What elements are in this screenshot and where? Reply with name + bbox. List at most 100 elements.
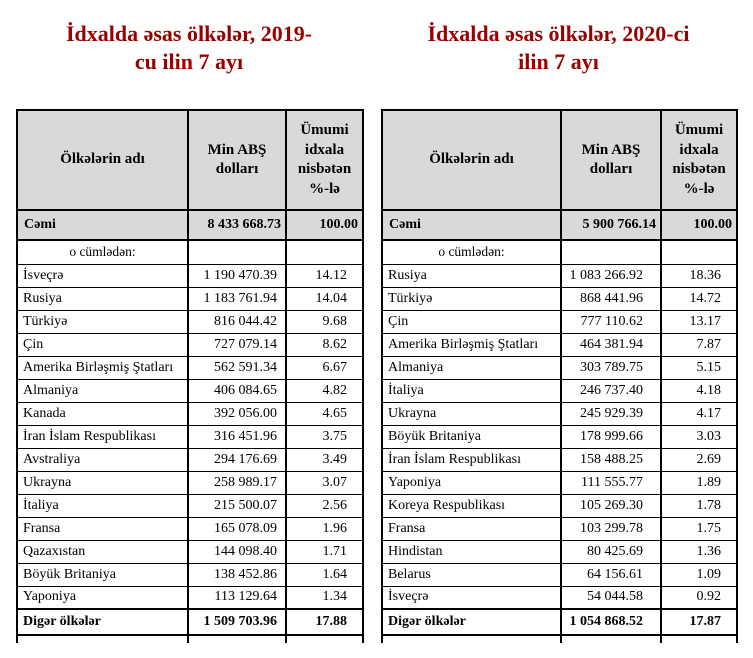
- country-value: 103 299.78: [560, 516, 662, 541]
- country-value: 54 044.58: [560, 585, 662, 610]
- country-percent: 14.12: [285, 263, 364, 288]
- country-row: Avstraliya 294 176.69 3.49: [16, 447, 364, 472]
- country-row: Ukrayna 258 989.17 3.07: [16, 470, 364, 495]
- country-name: İsveçrə: [16, 263, 189, 288]
- country-row: Almaniya 303 789.75 5.15: [381, 355, 738, 380]
- empty-cell: [560, 634, 662, 643]
- country-value: 392 056.00: [187, 401, 287, 426]
- empty-cell: [285, 239, 364, 265]
- country-name: Belarus: [381, 562, 562, 587]
- country-value: 245 929.39: [560, 401, 662, 426]
- country-percent: 14.72: [660, 286, 738, 311]
- clipped-next-row: [381, 634, 738, 643]
- title-line-2: ilin 7 ayı: [518, 48, 599, 74]
- country-percent: 0.92: [660, 585, 738, 610]
- country-row: Fransa 165 078.09 1.96: [16, 516, 364, 541]
- country-value: 464 381.94: [560, 332, 662, 357]
- country-percent: 4.82: [285, 378, 364, 403]
- subheading-row: o cümlədən:: [16, 239, 364, 265]
- country-row: Koreya Respublikası 105 269.30 1.78: [381, 493, 738, 518]
- country-percent: 6.67: [285, 355, 364, 380]
- col-header-country: Ölkələrin adı: [16, 109, 189, 211]
- imports-2019-title: İdxalda əsas ölkələr, 2019- cu ilin 7 ay…: [16, 20, 362, 75]
- country-name: Çin: [381, 309, 562, 334]
- country-value: 215 500.07: [187, 493, 287, 518]
- country-name: Almaniya: [16, 378, 189, 403]
- country-value: 258 989.17: [187, 470, 287, 495]
- country-name: Amerika Birləşmiş Ştatları: [16, 355, 189, 380]
- country-name: İtaliya: [16, 493, 189, 518]
- country-value: 294 176.69: [187, 447, 287, 472]
- country-percent: 1.36: [660, 539, 738, 564]
- country-percent: 1.96: [285, 516, 364, 541]
- empty-cell: [660, 634, 738, 643]
- country-percent: 1.89: [660, 470, 738, 495]
- imports-2020-title: İdxalda əsas ölkələr, 2020-ci ilin 7 ayı: [381, 20, 736, 75]
- other-countries-row: Digər ölkələr 1 509 703.96 17.88: [16, 608, 364, 636]
- country-value: 178 999.66: [560, 424, 662, 449]
- country-percent: 7.87: [660, 332, 738, 357]
- country-value: 406 084.65: [187, 378, 287, 403]
- country-percent: 4.65: [285, 401, 364, 426]
- country-name: Yaponiya: [381, 470, 562, 495]
- total-row: Cəmi 5 900 766.14 100.00: [381, 209, 738, 241]
- country-name: İtaliya: [381, 378, 562, 403]
- country-percent: 4.18: [660, 378, 738, 403]
- col-header-percent: Ümumi idxala nisbətən %-lə: [285, 109, 364, 211]
- country-row: İsveçrə 54 044.58 0.92: [381, 585, 738, 610]
- country-value: 246 737.40: [560, 378, 662, 403]
- empty-cell: [187, 239, 287, 265]
- country-name: Fransa: [381, 516, 562, 541]
- country-percent: 1.34: [285, 585, 364, 610]
- country-percent: 8.62: [285, 332, 364, 357]
- country-value: 144 098.40: [187, 539, 287, 564]
- total-label: Cəmi: [381, 209, 562, 241]
- col-header-percent: Ümumi idxala nisbətən %-lə: [660, 109, 738, 211]
- empty-cell: [285, 634, 364, 643]
- country-percent: 14.04: [285, 286, 364, 311]
- country-row: Yaponiya 113 129.64 1.34: [16, 585, 364, 610]
- country-name: İran İslam Respublikası: [16, 424, 189, 449]
- col-header-value: Min ABŞ dolları: [187, 109, 287, 211]
- country-row: Kanada 392 056.00 4.65: [16, 401, 364, 426]
- country-percent: 3.03: [660, 424, 738, 449]
- other-countries-percent: 17.88: [285, 608, 364, 636]
- country-name: Böyük Britaniya: [16, 562, 189, 587]
- country-percent: 9.68: [285, 309, 364, 334]
- country-row: Rusiya 1 083 266.92 18.36: [381, 263, 738, 288]
- country-row: Belarus 64 156.61 1.09: [381, 562, 738, 587]
- country-row: Rusiya 1 183 761.94 14.04: [16, 286, 364, 311]
- country-name: Türkiyə: [381, 286, 562, 311]
- country-row: İran İslam Respublikası 158 488.25 2.69: [381, 447, 738, 472]
- imports-2020-table: Ölkələrin adı Min ABŞ dolları Ümumi idxa…: [381, 109, 738, 643]
- country-percent: 1.09: [660, 562, 738, 587]
- country-percent: 3.07: [285, 470, 364, 495]
- country-value: 165 078.09: [187, 516, 287, 541]
- imports-2020-panel: İdxalda əsas ölkələr, 2020-ci ilin 7 ayı…: [381, 20, 738, 643]
- country-name: Koreya Respublikası: [381, 493, 562, 518]
- country-percent: 2.69: [660, 447, 738, 472]
- country-name: Rusiya: [16, 286, 189, 311]
- subheading-label: o cümlədən:: [16, 239, 189, 265]
- other-countries-row: Digər ölkələr 1 054 868.52 17.87: [381, 608, 738, 636]
- country-percent: 3.75: [285, 424, 364, 449]
- title-line-1: İdxalda əsas ölkələr, 2019-: [65, 21, 313, 46]
- country-value: 105 269.30: [560, 493, 662, 518]
- country-name: Almaniya: [381, 355, 562, 380]
- country-name: Türkiyə: [16, 309, 189, 334]
- country-name: Avstraliya: [16, 447, 189, 472]
- col-header-country: Ölkələrin adı: [381, 109, 562, 211]
- country-value: 727 079.14: [187, 332, 287, 357]
- country-row: Çin 727 079.14 8.62: [16, 332, 364, 357]
- country-name: Amerika Birləşmiş Ştatları: [381, 332, 562, 357]
- country-name: Hindistan: [381, 539, 562, 564]
- country-name: Ukrayna: [381, 401, 562, 426]
- country-row: Ukrayna 245 929.39 4.17: [381, 401, 738, 426]
- country-row: Almaniya 406 084.65 4.82: [16, 378, 364, 403]
- country-row: Türkiyə 868 441.96 14.72: [381, 286, 738, 311]
- empty-cell: [660, 239, 738, 265]
- empty-cell: [560, 239, 662, 265]
- country-name: Ukrayna: [16, 470, 189, 495]
- title-line-2: cu ilin 7 ayı: [134, 48, 244, 74]
